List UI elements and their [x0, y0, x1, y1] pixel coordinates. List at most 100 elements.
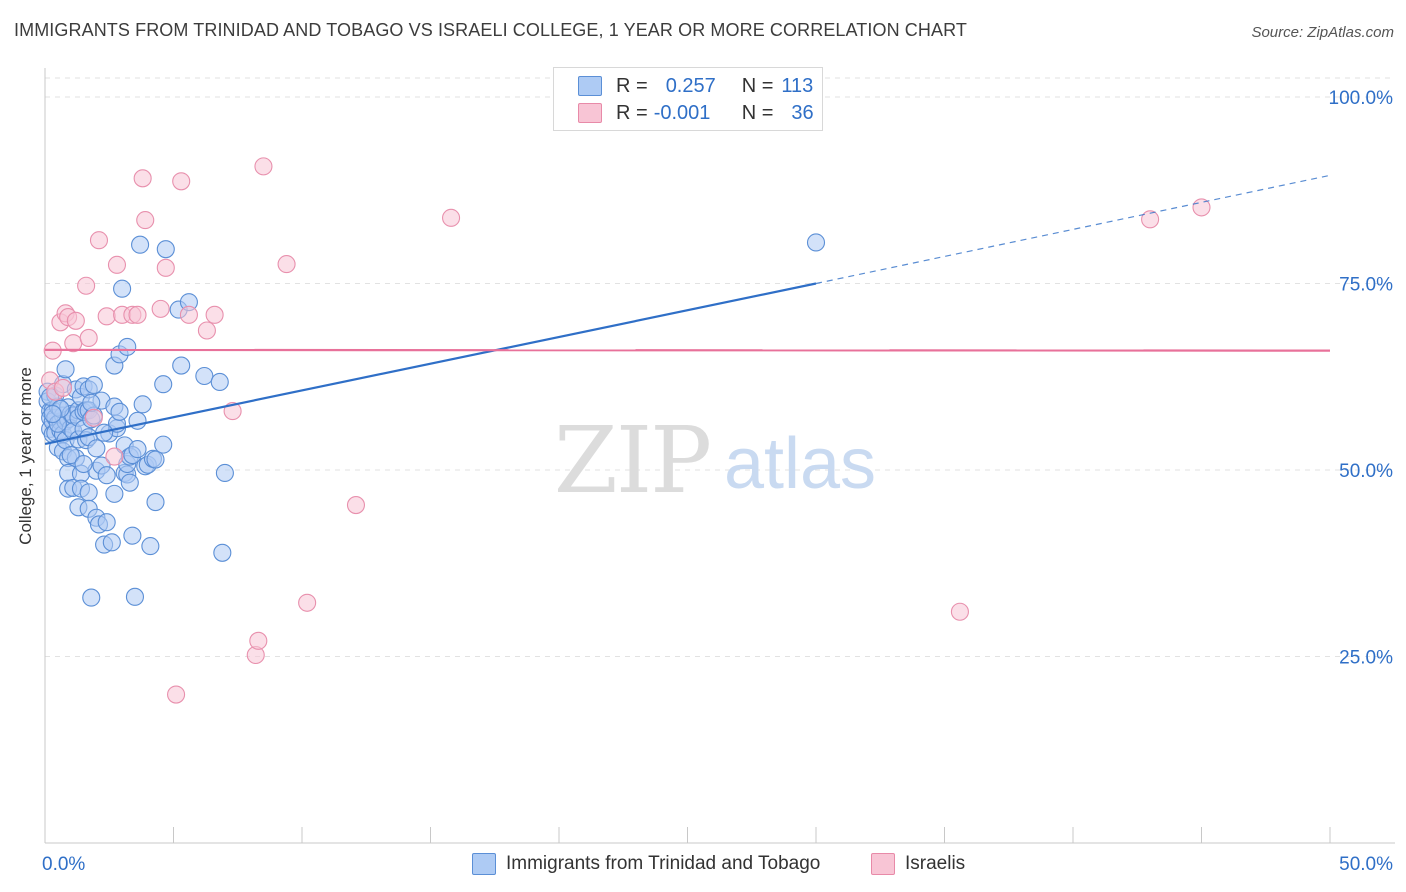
- data-point: [254, 157, 273, 176]
- legend-label-pink: Israelis: [905, 853, 966, 874]
- data-point: [102, 533, 121, 552]
- data-point: [66, 311, 85, 330]
- n-label: N =: [741, 74, 774, 97]
- data-point: [131, 235, 150, 254]
- data-point: [53, 378, 73, 397]
- data-point: [298, 593, 317, 612]
- data-point: [61, 446, 80, 465]
- data-point: [56, 360, 75, 379]
- data-point: [346, 496, 366, 515]
- trend-line-pink: [44, 348, 1331, 352]
- series-pink-points: [41, 157, 1211, 704]
- data-point: [89, 231, 109, 250]
- data-point: [146, 493, 165, 512]
- data-point: [82, 393, 101, 412]
- data-point: [128, 440, 147, 459]
- watermark-atlas: atlas: [724, 424, 876, 504]
- tick-labels: 25.0% 50.0% 75.0% 100.0% 0.0% 50.0%: [42, 88, 1393, 875]
- legend-swatch-pink: [871, 853, 895, 875]
- blue-r-value: 0.257: [665, 74, 716, 97]
- data-point: [154, 375, 173, 394]
- data-point: [141, 537, 160, 556]
- blue-swatch: [578, 76, 602, 96]
- data-point: [74, 454, 93, 474]
- stats-row-blue: R = 0.257 N = 113: [578, 72, 813, 100]
- data-point: [249, 631, 268, 650]
- pink-n-value: 36: [791, 101, 814, 124]
- series-legend: Immigrants from Trinidad and Tobago Isra…: [0, 851, 1406, 877]
- data-point: [110, 402, 129, 421]
- legend-swatch-blue: [472, 853, 496, 875]
- axes: [44, 68, 1395, 844]
- data-point: [215, 463, 234, 483]
- source-label: Source: ZipAtlas.com: [1251, 24, 1394, 41]
- y-tick-label: 50.0%: [1339, 461, 1393, 482]
- gridlines: [45, 77, 1395, 657]
- data-point: [195, 366, 214, 386]
- data-point: [179, 305, 198, 324]
- watermark-zip: ZIP: [554, 407, 710, 514]
- data-point: [120, 473, 139, 492]
- r-label: R =: [616, 101, 648, 124]
- data-point: [136, 211, 155, 230]
- legend-item-blue[interactable]: Immigrants from Trinidad and Tobago: [472, 851, 820, 877]
- data-point: [77, 276, 96, 295]
- data-point: [154, 435, 173, 454]
- data-point: [79, 483, 98, 502]
- y-tick-label: 100.0%: [1329, 88, 1394, 109]
- data-point: [43, 404, 62, 424]
- legend-label-blue: Immigrants from Trinidad and Tobago: [506, 853, 821, 874]
- data-point: [97, 307, 116, 326]
- data-point: [213, 543, 232, 562]
- data-point: [84, 375, 103, 395]
- data-point: [118, 337, 137, 356]
- data-point: [1141, 210, 1160, 229]
- data-point: [806, 233, 826, 252]
- data-point: [156, 240, 175, 259]
- data-point: [950, 602, 969, 621]
- data-point: [105, 484, 124, 503]
- trend-line-blue: [44, 282, 817, 445]
- data-point: [277, 255, 296, 274]
- data-point: [210, 372, 229, 392]
- data-point: [205, 305, 224, 324]
- y-tick-label: 75.0%: [1339, 275, 1393, 296]
- data-point: [133, 395, 152, 414]
- data-point: [172, 356, 191, 375]
- n-label: N =: [741, 101, 774, 124]
- blue-n-value: 113: [781, 74, 814, 97]
- data-point: [151, 299, 170, 318]
- data-point: [172, 172, 191, 191]
- data-point: [128, 305, 147, 324]
- data-point: [97, 466, 116, 485]
- r-label: R =: [616, 74, 648, 97]
- x-tick-label: 50.0%: [1339, 854, 1393, 875]
- data-point: [125, 587, 144, 606]
- x-tick-label: 0.0%: [42, 854, 85, 875]
- trend-lines: [44, 174, 1331, 445]
- watermark: ZIP atlas: [554, 407, 876, 514]
- data-point: [105, 447, 124, 466]
- data-point: [146, 450, 165, 469]
- data-point: [79, 328, 98, 348]
- pink-r-value: -0.001: [653, 101, 711, 124]
- data-point: [442, 208, 461, 227]
- trend-line-blue-extension: [815, 174, 1331, 285]
- data-point: [167, 685, 186, 704]
- data-point: [133, 169, 152, 188]
- data-point: [197, 321, 216, 340]
- legend-item-pink[interactable]: Israelis: [871, 851, 965, 877]
- data-point: [113, 279, 132, 298]
- data-point: [84, 408, 103, 427]
- stats-row-pink: R = -0.001 N = 36: [578, 99, 814, 127]
- data-point: [87, 439, 106, 458]
- y-tick-label: 25.0%: [1339, 648, 1393, 669]
- data-point: [82, 588, 101, 607]
- data-point: [123, 526, 142, 545]
- chart-title: IMMIGRANTS FROM TRINIDAD AND TOBAGO VS I…: [14, 20, 967, 40]
- stats-legend: R = 0.257 N = 113 R = -0.001 N = 36: [553, 67, 823, 131]
- pink-swatch: [578, 103, 602, 123]
- data-point: [156, 258, 175, 277]
- data-point: [107, 255, 127, 274]
